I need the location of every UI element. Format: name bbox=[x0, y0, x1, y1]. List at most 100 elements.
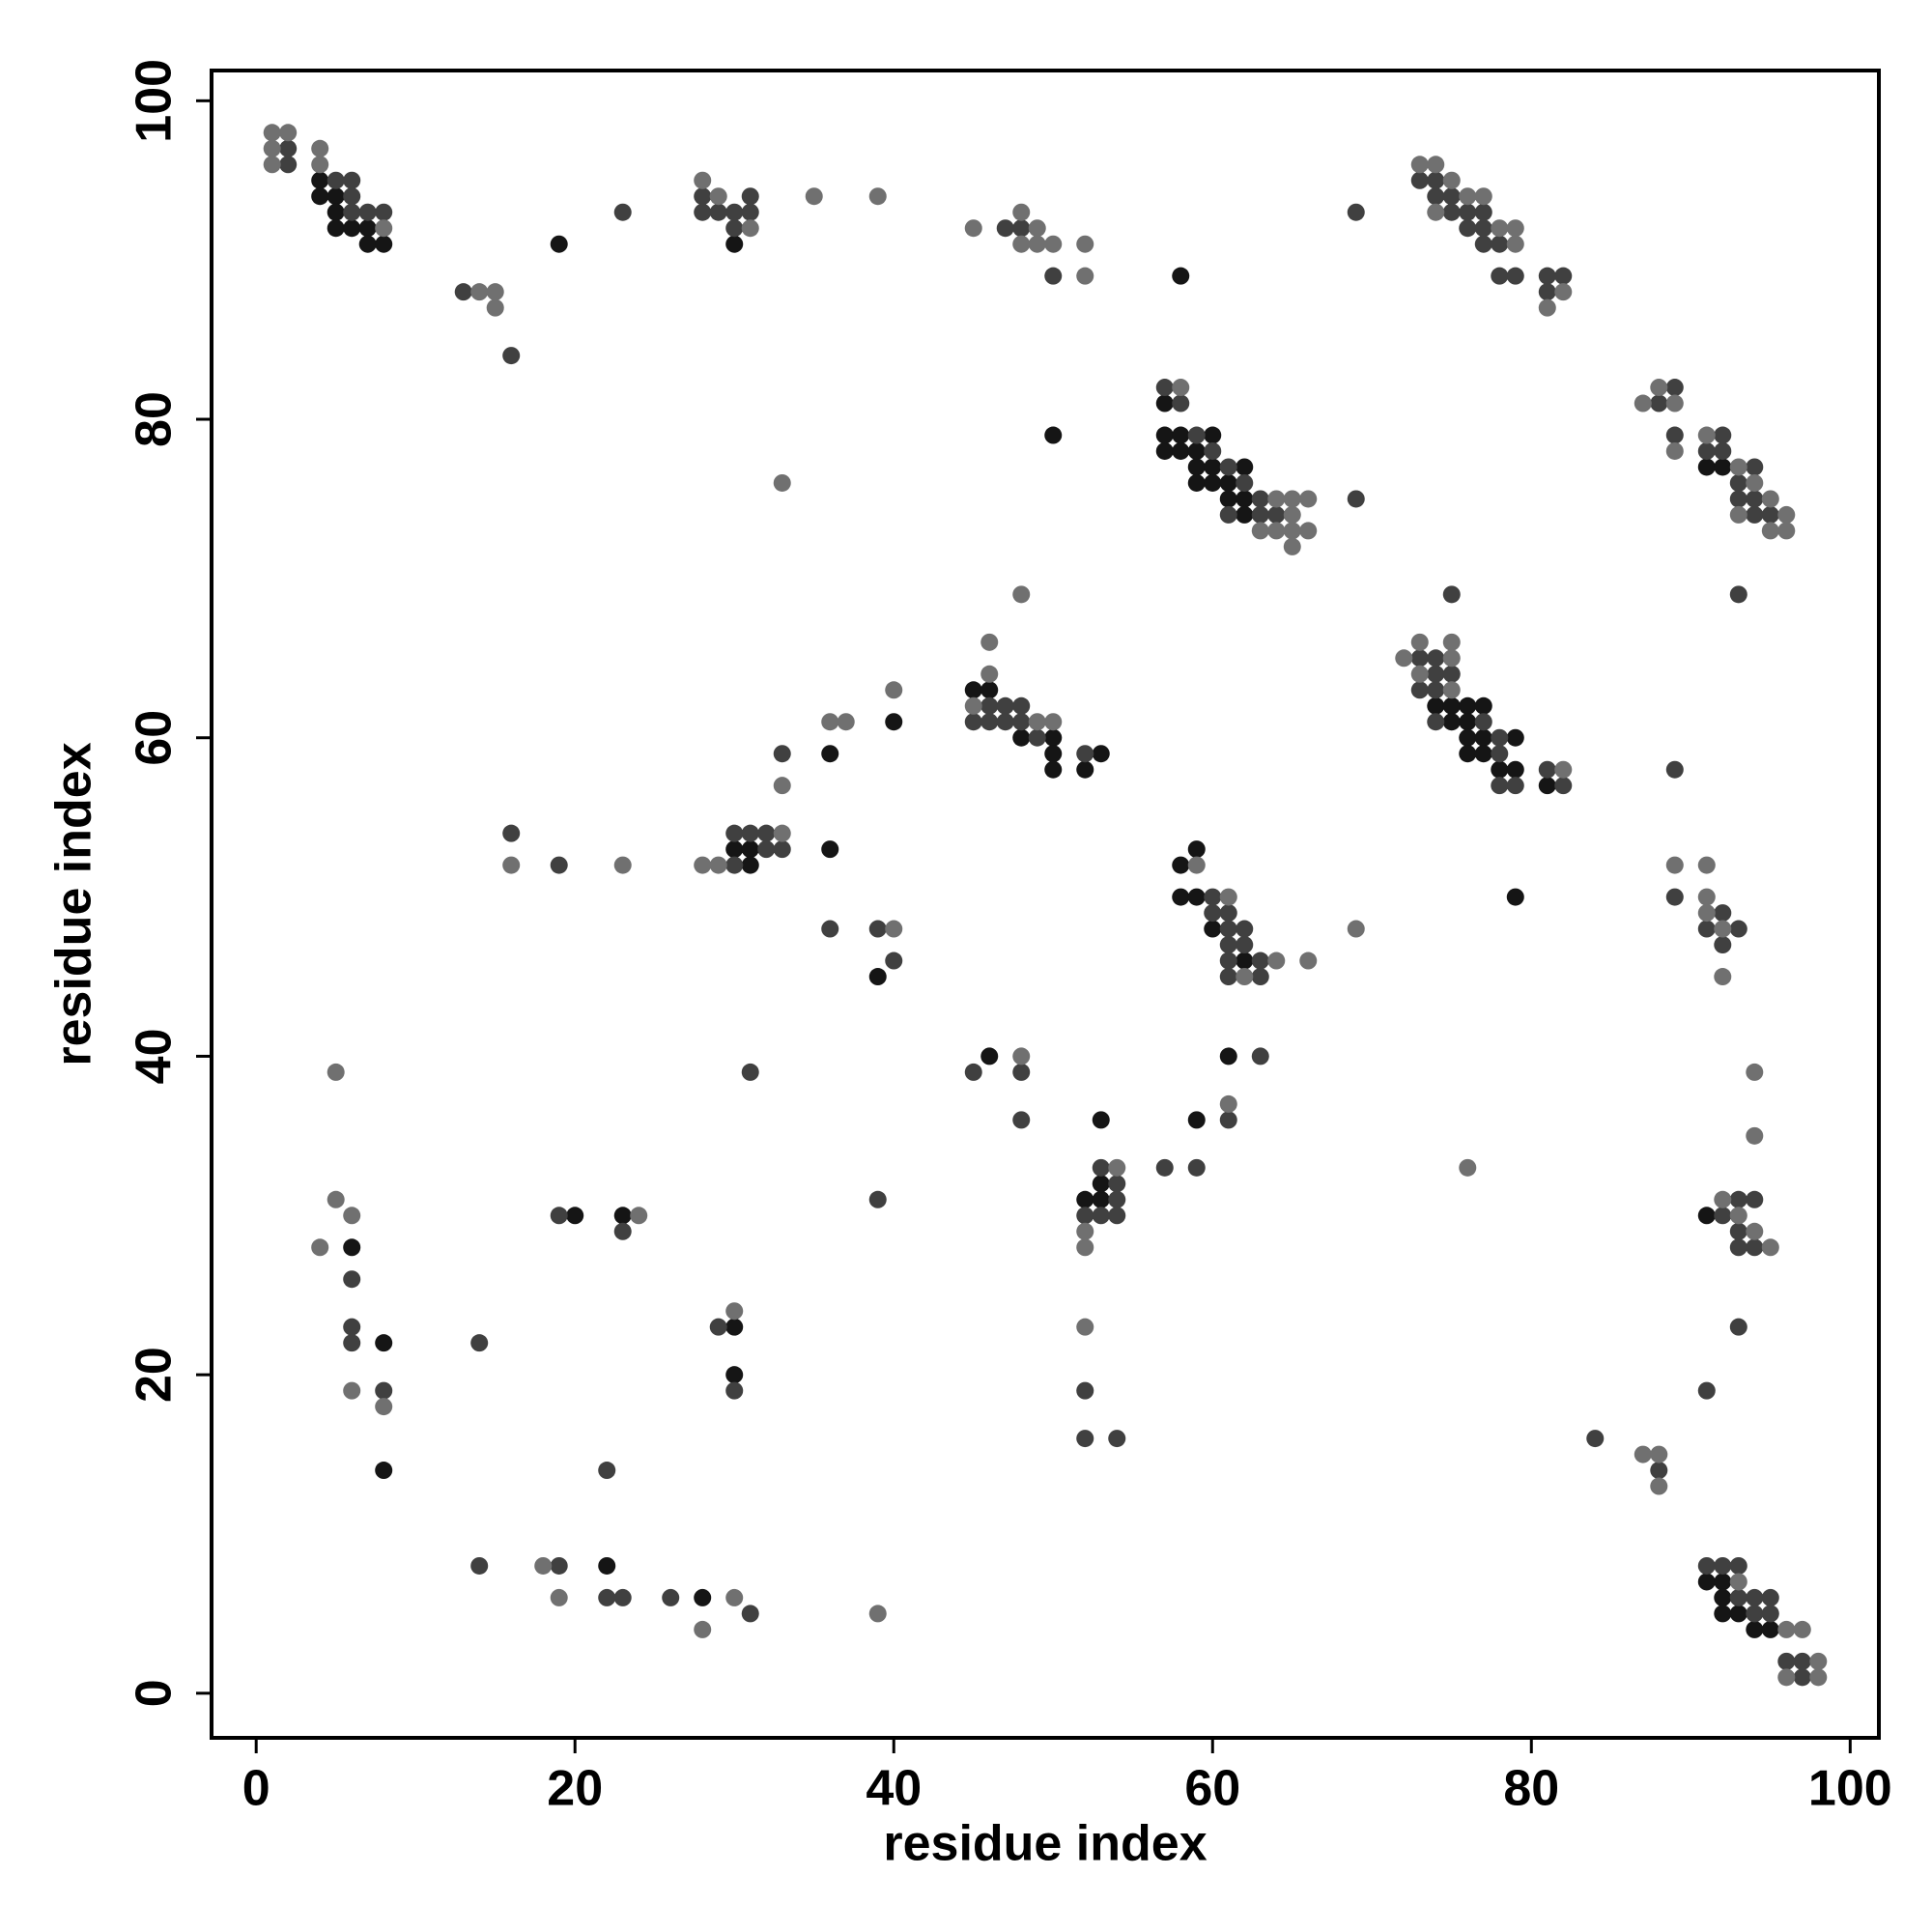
contact-point bbox=[1267, 490, 1286, 508]
contact-point bbox=[630, 1207, 648, 1225]
contact-point bbox=[1410, 665, 1429, 683]
contact-point bbox=[375, 1462, 393, 1480]
contact-point bbox=[964, 1063, 982, 1081]
contact-point bbox=[1777, 522, 1796, 540]
contact-point bbox=[1729, 1238, 1747, 1257]
contact-point bbox=[1729, 1207, 1747, 1225]
contact-point bbox=[1491, 219, 1509, 238]
contact-point bbox=[1076, 1381, 1094, 1400]
contact-point bbox=[709, 203, 727, 221]
contact-point bbox=[1172, 394, 1190, 412]
contact-point bbox=[263, 124, 281, 142]
contact-point bbox=[996, 713, 1014, 731]
contact-point bbox=[1650, 379, 1668, 397]
contact-point bbox=[1491, 777, 1509, 795]
contact-point bbox=[1172, 426, 1190, 444]
contact-point bbox=[1506, 219, 1524, 238]
contact-point bbox=[327, 187, 345, 206]
contact-point bbox=[566, 1207, 584, 1225]
contact-point bbox=[1538, 283, 1556, 301]
contact-point bbox=[1012, 235, 1031, 253]
contact-point bbox=[1028, 728, 1046, 747]
contact-point bbox=[1665, 856, 1684, 874]
contact-point bbox=[1459, 219, 1477, 238]
contact-point bbox=[1506, 888, 1524, 906]
contact-point bbox=[1714, 1207, 1732, 1225]
contact-point bbox=[1538, 298, 1556, 317]
contact-point bbox=[1076, 1430, 1094, 1448]
contact-point bbox=[980, 633, 999, 651]
contact-point bbox=[980, 713, 999, 731]
contact-point bbox=[821, 920, 839, 938]
contact-point bbox=[1410, 156, 1429, 174]
contact-point bbox=[1172, 888, 1190, 906]
contact-point bbox=[773, 473, 791, 492]
contact-point bbox=[1267, 522, 1286, 540]
contact-point bbox=[1506, 760, 1524, 779]
contact-point bbox=[1442, 649, 1461, 668]
contact-point bbox=[1219, 505, 1237, 524]
contact-point bbox=[1108, 1207, 1126, 1225]
contact-point bbox=[694, 1588, 712, 1606]
contact-point bbox=[1777, 1620, 1796, 1638]
contact-point bbox=[1761, 1605, 1779, 1623]
contact-point bbox=[1219, 490, 1237, 508]
contact-point bbox=[1028, 219, 1046, 238]
contact-point bbox=[550, 1207, 568, 1225]
contact-point bbox=[1204, 888, 1222, 906]
contact-point bbox=[1777, 1668, 1796, 1687]
contact-point bbox=[741, 1063, 759, 1081]
contact-point bbox=[598, 1556, 616, 1575]
contact-point bbox=[343, 1318, 361, 1336]
contact-point bbox=[1491, 235, 1509, 253]
contact-point bbox=[1697, 441, 1716, 460]
contact-point bbox=[1650, 1477, 1668, 1495]
contact-point bbox=[885, 920, 903, 938]
contact-point bbox=[1395, 649, 1413, 668]
contact-point bbox=[534, 1556, 553, 1575]
contact-point bbox=[1697, 1207, 1716, 1225]
contact-point bbox=[550, 1588, 568, 1606]
contact-point bbox=[725, 1381, 744, 1400]
contact-point bbox=[1219, 952, 1237, 970]
contact-point bbox=[311, 139, 329, 157]
contact-point bbox=[1187, 888, 1206, 906]
contact-point bbox=[1172, 856, 1190, 874]
y-axis-label: residue index bbox=[46, 742, 102, 1065]
contact-point bbox=[1155, 426, 1174, 444]
contact-point bbox=[1746, 490, 1764, 508]
contact-point bbox=[1665, 441, 1684, 460]
contact-point bbox=[1809, 1668, 1828, 1687]
contact-point bbox=[1650, 1445, 1668, 1463]
contact-point bbox=[1012, 728, 1031, 747]
x-tick-label: 20 bbox=[547, 1761, 603, 1817]
contact-point bbox=[375, 1381, 393, 1400]
contact-point bbox=[1251, 490, 1269, 508]
contact-point bbox=[725, 219, 744, 238]
y-tick-label: 100 bbox=[127, 59, 183, 143]
contact-point bbox=[964, 713, 982, 731]
contact-point bbox=[1251, 952, 1269, 970]
contact-point bbox=[1761, 505, 1779, 524]
contact-point bbox=[1729, 1318, 1747, 1336]
contact-point bbox=[1155, 441, 1174, 460]
contact-point bbox=[375, 203, 393, 221]
contact-point bbox=[1729, 1190, 1747, 1208]
y-tick-label: 20 bbox=[127, 1347, 183, 1403]
contact-point bbox=[470, 283, 489, 301]
contact-point bbox=[1714, 1588, 1732, 1606]
contact-point bbox=[1204, 920, 1222, 938]
contact-point bbox=[1044, 745, 1063, 763]
x-tick-label: 60 bbox=[1184, 1761, 1240, 1817]
contact-point bbox=[1729, 585, 1747, 604]
contact-point bbox=[1267, 952, 1286, 970]
contact-point bbox=[694, 187, 712, 206]
contact-point bbox=[1474, 187, 1492, 206]
contact-point bbox=[1219, 1094, 1237, 1113]
contact-point bbox=[868, 968, 887, 986]
contact-point bbox=[613, 203, 632, 221]
contact-point bbox=[1012, 219, 1031, 238]
contact-point bbox=[1283, 522, 1301, 540]
contact-point bbox=[1634, 394, 1652, 412]
